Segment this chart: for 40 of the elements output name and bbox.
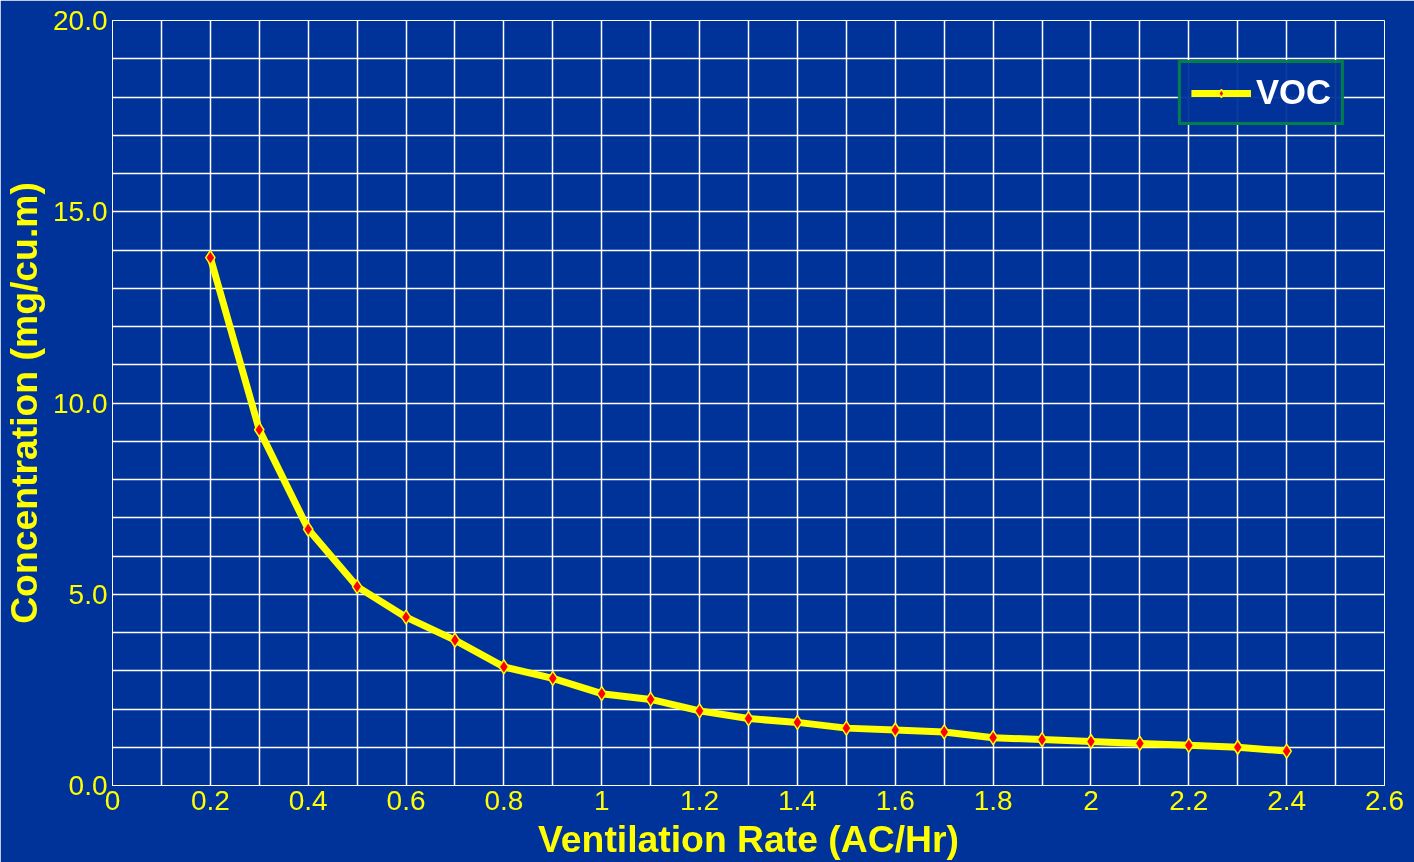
point: [351, 578, 363, 595]
point: [1232, 739, 1244, 755]
x-tick-label: 1.8: [973, 784, 1013, 816]
x-tick-label: 1.2: [680, 784, 720, 816]
point: [645, 691, 657, 708]
y-tick-label: 15.0: [53, 196, 108, 228]
x-tick-label: 2.6: [1365, 784, 1404, 816]
point: [400, 609, 412, 625]
point: [302, 521, 314, 537]
x-tick-label: 1.6: [875, 784, 915, 816]
point: [1183, 737, 1195, 754]
x-tick-label: 2: [1083, 784, 1099, 816]
point: [1134, 735, 1146, 752]
y-axis-title: Concentration (mg/cu.m): [3, 182, 45, 624]
x-tick-label: 0.8: [484, 784, 524, 816]
x-tick-label: 2.4: [1267, 784, 1307, 816]
x-tick-label: 1: [593, 784, 610, 816]
point: [253, 422, 265, 438]
y-tick-label: 20.0: [53, 5, 108, 36]
point: [1281, 743, 1293, 759]
point: [889, 722, 901, 738]
x-tick-label: 0.6: [386, 784, 426, 816]
point: [1085, 733, 1097, 750]
point: [840, 720, 852, 736]
y-tick-label: 5.0: [68, 578, 108, 610]
x-tick-label: 2.2: [1169, 784, 1209, 816]
x-axis-title: Ventilation Rate (AC/Hr): [537, 817, 960, 860]
x-tick-label: 0.2: [190, 784, 230, 816]
point: [987, 729, 999, 746]
point: [449, 632, 461, 648]
legend-label: VOC: [1255, 73, 1331, 112]
x-tick-label: 0.4: [288, 784, 328, 816]
y-tick-label: 10.0: [53, 387, 108, 419]
point: [204, 249, 216, 266]
point: [938, 724, 950, 740]
point: [596, 685, 608, 702]
x-tick-label: 1.4: [777, 784, 817, 816]
point: [498, 659, 510, 675]
point: [1036, 731, 1048, 748]
point: [547, 670, 559, 687]
